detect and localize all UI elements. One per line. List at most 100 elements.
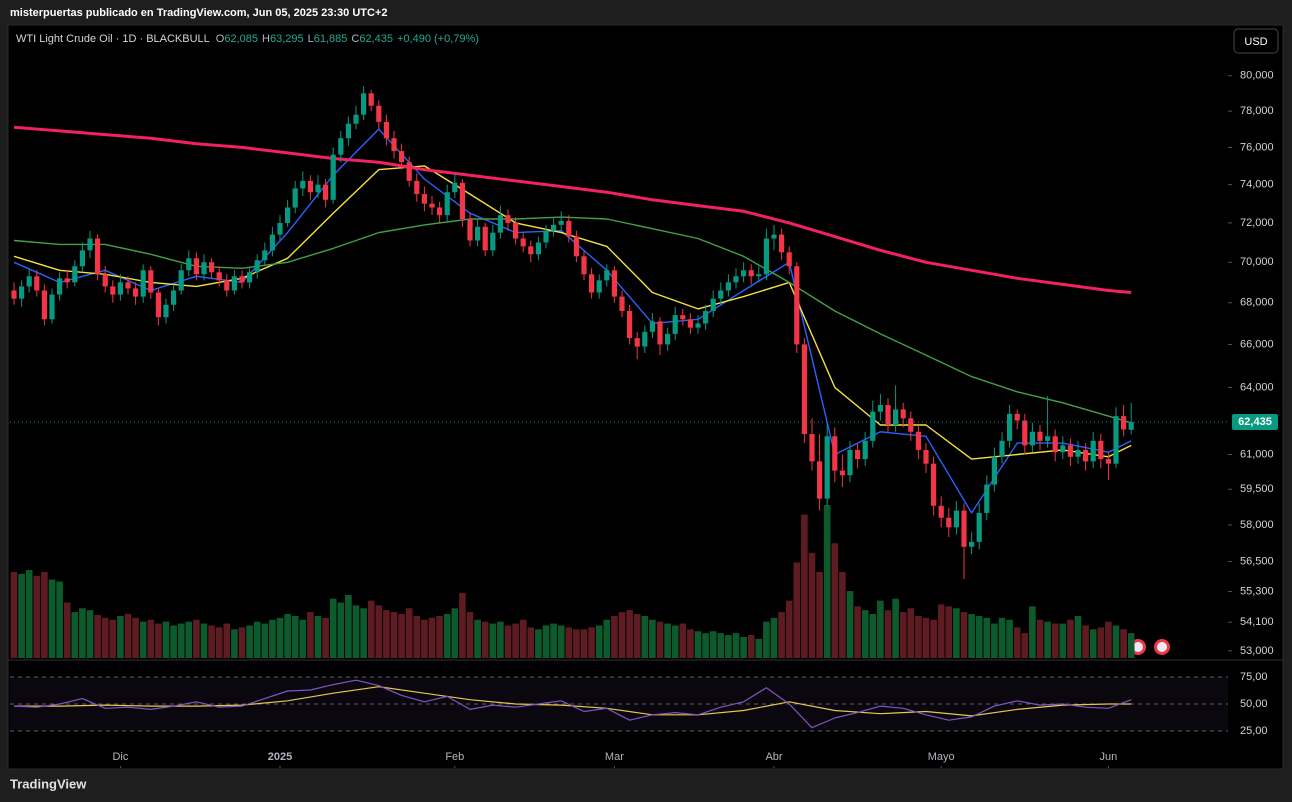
candle-body [414, 180, 420, 195]
volume-bar [208, 625, 215, 658]
candle-body [376, 105, 382, 122]
symbol: WTI Light Crude Oil · 1D · BLACKBULL [16, 33, 210, 45]
rsi-pane [10, 676, 1228, 732]
candle-body [558, 220, 564, 225]
candle-body [285, 207, 291, 223]
candle-body [437, 207, 443, 216]
currency-label[interactable]: USD [1244, 36, 1267, 48]
volume-bar [649, 619, 656, 658]
candle-body [140, 270, 146, 297]
candle-body [186, 258, 192, 271]
volume-bar [991, 623, 998, 658]
volume-bar [337, 602, 345, 658]
y-tick-label: 56,500 [1240, 555, 1274, 567]
volume-bar [314, 615, 322, 658]
volume-bar [18, 573, 25, 658]
candle-body [216, 272, 222, 281]
brand: TradingView [10, 776, 87, 791]
candle-body [254, 260, 260, 273]
volume-bar [398, 614, 405, 658]
volume-bar [664, 623, 671, 658]
currency-button[interactable] [1233, 28, 1279, 54]
volume-bar [1006, 619, 1013, 658]
y-tick-label: 66,000 [1240, 338, 1274, 350]
rsi-line [13, 679, 1132, 729]
candle-body [26, 276, 32, 287]
candle-body [931, 463, 937, 506]
candle-body [938, 505, 944, 518]
volume-bar [56, 581, 63, 658]
volume-bar [1089, 629, 1097, 658]
volume-bar [687, 629, 694, 658]
volume-bar [284, 614, 291, 658]
rsi-tick-label: 50,00 [1240, 698, 1268, 710]
candle-body [1067, 445, 1073, 457]
candle-body [79, 250, 85, 267]
y-tick-label: 54,100 [1240, 616, 1274, 628]
candle-body [528, 246, 534, 255]
candle-body [976, 512, 982, 542]
volume-bar [694, 631, 702, 658]
candle-body [581, 256, 587, 275]
candle-body [117, 282, 123, 295]
candle-body [1022, 420, 1028, 446]
volume-bar [276, 617, 284, 658]
candle-body [163, 304, 169, 318]
event-flag-inner [1157, 642, 1167, 652]
volume-bar [33, 575, 41, 658]
ohlc-value: 62,085 [224, 33, 258, 45]
candle-body [695, 323, 701, 328]
x-tick-label: Mayo [928, 751, 955, 763]
volume-bar [611, 615, 618, 658]
volume-bar [139, 621, 147, 658]
candle-body [1037, 431, 1043, 441]
candle-body [201, 262, 207, 275]
volume-bar [854, 606, 861, 658]
volume-bar [383, 610, 390, 658]
candle-body [817, 461, 823, 499]
candle-body [855, 449, 861, 460]
volume-bar [975, 615, 983, 658]
candle-body [1098, 440, 1104, 460]
volume-bar [345, 594, 352, 658]
volume-bar [443, 614, 451, 658]
candle-body [634, 338, 640, 347]
candle-body [589, 274, 595, 293]
candle-body [406, 162, 412, 181]
candle-body [923, 449, 929, 464]
candle-body [969, 541, 975, 547]
volume-bar [907, 608, 915, 658]
candle-body [893, 409, 899, 426]
candle-body [247, 272, 253, 283]
candle-body [885, 405, 891, 426]
volume-bar [527, 627, 535, 658]
volume-bar [1044, 621, 1051, 658]
volume-bar [892, 598, 899, 658]
candle-body [672, 315, 678, 334]
volume-bar [155, 623, 162, 658]
volume-bar [504, 625, 512, 658]
candle-body [19, 286, 25, 299]
candle-body [1045, 436, 1051, 441]
candle-body [862, 440, 868, 460]
volume-bar [998, 617, 1006, 658]
last-price-tag [1232, 414, 1278, 431]
price-layer [10, 86, 1228, 579]
candle-body [1007, 413, 1013, 441]
symbol-legend: WTI Light Crude Oil · 1D · BLACKBULL O62,… [16, 33, 479, 45]
candle-body [1105, 459, 1111, 464]
volume-bar [223, 623, 231, 658]
candle-body [733, 276, 739, 283]
volume-bar [801, 514, 808, 658]
candle-body [703, 310, 709, 324]
ohlc-value: 63,295 [270, 33, 304, 45]
candle-body [368, 93, 374, 106]
y-tick-label: 59,500 [1240, 483, 1274, 495]
y-tick-label: 80,000 [1240, 70, 1274, 82]
candle-body [771, 234, 777, 239]
volume-bar [945, 606, 953, 658]
volume-bar [702, 633, 709, 658]
y-tick-label: 55,300 [1240, 585, 1274, 597]
candle-body [961, 510, 967, 547]
candle-body [665, 333, 671, 345]
